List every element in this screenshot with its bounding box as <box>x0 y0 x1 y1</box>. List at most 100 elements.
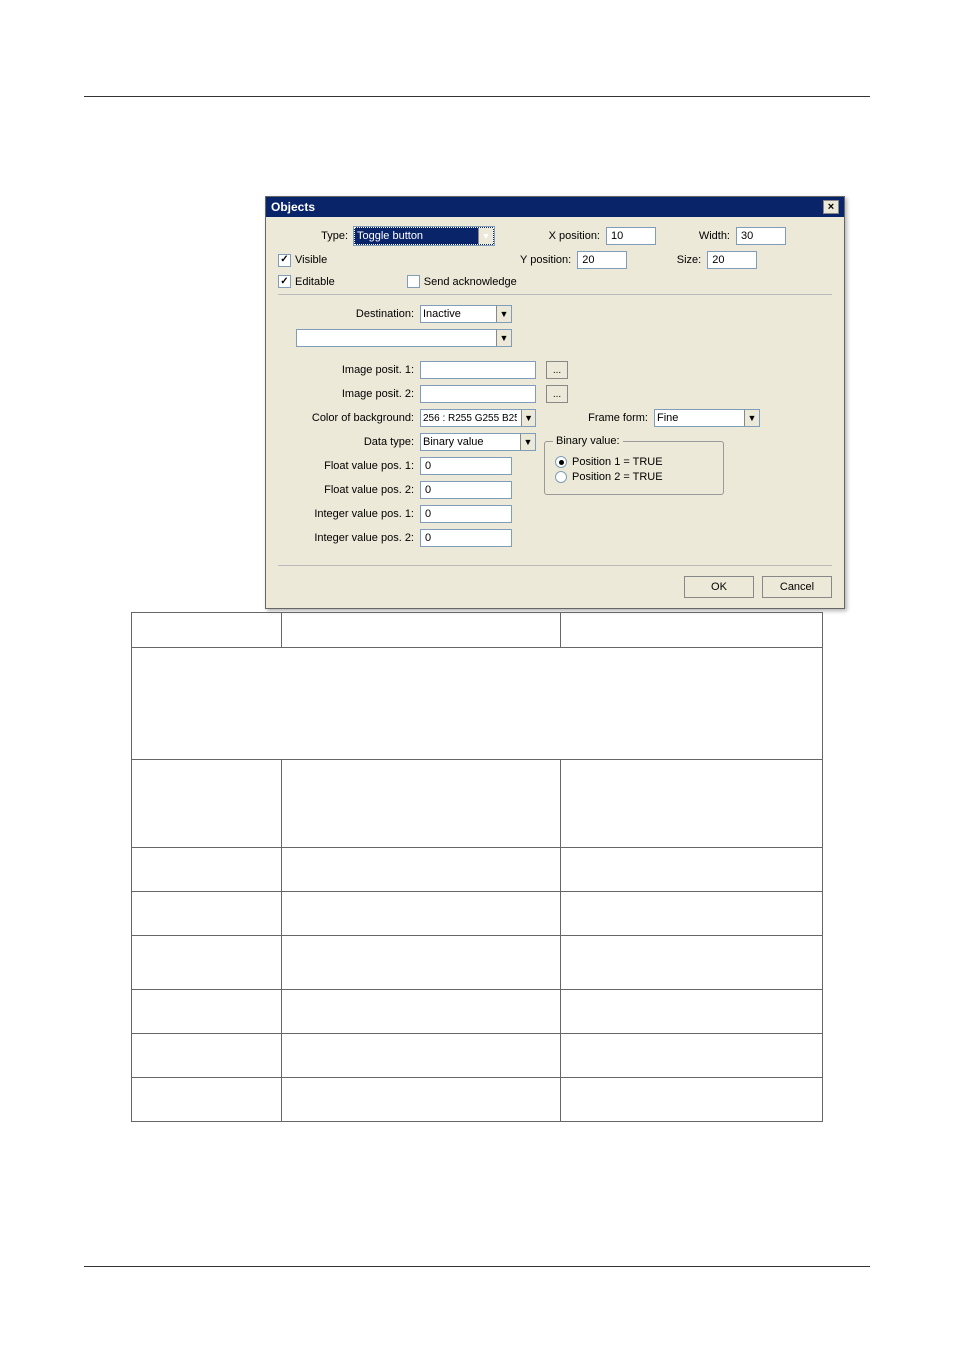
table-row <box>132 990 823 1034</box>
table-cell <box>132 1034 282 1078</box>
destination-detail-select[interactable]: ▼ <box>296 329 512 347</box>
chevron-down-icon: ▼ <box>744 410 759 426</box>
table-cell <box>561 990 823 1034</box>
binary-pos1-radio[interactable] <box>555 456 567 468</box>
size-input[interactable] <box>707 251 757 269</box>
float2-input[interactable] <box>420 481 512 499</box>
table-row <box>132 848 823 892</box>
image2-input[interactable] <box>420 385 536 403</box>
titlebar: Objects × <box>266 197 844 217</box>
table-cell <box>281 848 561 892</box>
float2-label: Float value pos. 2: <box>278 484 420 496</box>
table-cell <box>281 1034 561 1078</box>
visible-label: Visible <box>295 254 327 266</box>
table-cell <box>281 1078 561 1122</box>
bgcolor-select[interactable]: 256 : R255 G255 B255 ▼ <box>420 409 536 427</box>
size-label: Size: <box>627 254 707 266</box>
chevron-down-icon: ▼ <box>496 306 511 322</box>
datatype-value: Binary value <box>423 436 484 448</box>
image1-label: Image posit. 1: <box>278 364 420 376</box>
editable-label: Editable <box>295 276 335 288</box>
binary-group-label: Binary value: <box>553 435 623 447</box>
cancel-button[interactable]: Cancel <box>762 576 832 598</box>
close-icon[interactable]: × <box>823 200 839 214</box>
objects-dialog: Objects × Type: Toggle button ▼ X positi… <box>265 196 845 609</box>
bgcolor-value: 256 : R255 G255 B255 <box>423 413 517 424</box>
visible-checkbox[interactable] <box>278 254 291 267</box>
frameform-label: Frame form: <box>536 412 654 424</box>
int1-label: Integer value pos. 1: <box>278 508 420 520</box>
chevron-down-icon: ▼ <box>478 228 493 244</box>
editable-checkbox[interactable] <box>278 275 291 288</box>
table-cell <box>561 760 823 848</box>
table-cell <box>132 613 282 648</box>
type-select[interactable]: Toggle button ▼ <box>354 227 494 245</box>
ypos-input[interactable] <box>577 251 627 269</box>
width-label: Width: <box>656 230 736 242</box>
ok-button[interactable]: OK <box>684 576 754 598</box>
bgcolor-label: Color of background: <box>278 412 420 424</box>
xpos-input[interactable] <box>606 227 656 245</box>
type-label: Type: <box>278 230 354 242</box>
binary-opt2-label: Position 2 = TRUE <box>572 471 663 483</box>
ypos-label: Y position: <box>507 254 577 266</box>
table-cell <box>561 1078 823 1122</box>
table-cell <box>281 936 561 990</box>
table-row <box>132 936 823 990</box>
table-row <box>132 892 823 936</box>
datatype-select[interactable]: Binary value ▼ <box>420 433 536 451</box>
destination-value: Inactive <box>423 308 461 320</box>
frameform-select[interactable]: Fine ▼ <box>654 409 760 427</box>
int2-label: Integer value pos. 2: <box>278 532 420 544</box>
chevron-down-icon: ▼ <box>520 434 535 450</box>
footer-rule <box>84 1266 870 1267</box>
separator <box>278 294 832 295</box>
table-row <box>132 1078 823 1122</box>
int2-input[interactable] <box>420 529 512 547</box>
table-cell <box>132 848 282 892</box>
datatype-label: Data type: <box>278 436 420 448</box>
table-cell <box>281 990 561 1034</box>
table-cell <box>132 892 282 936</box>
sendack-checkbox[interactable] <box>407 275 420 288</box>
image1-input[interactable] <box>420 361 536 379</box>
binary-opt1-label: Position 1 = TRUE <box>572 456 663 468</box>
table-cell <box>561 613 823 648</box>
float1-label: Float value pos. 1: <box>278 460 420 472</box>
table-cell <box>281 760 561 848</box>
binary-pos2-radio[interactable] <box>555 471 567 483</box>
table-cell <box>132 990 282 1034</box>
table-cell <box>132 1078 282 1122</box>
table-row <box>132 1034 823 1078</box>
dialog-title: Objects <box>271 200 315 214</box>
width-input[interactable] <box>736 227 786 245</box>
image2-browse-button[interactable]: ... <box>546 385 568 403</box>
float1-input[interactable] <box>420 457 512 475</box>
table-cell <box>561 892 823 936</box>
table-cell <box>561 848 823 892</box>
table-cell <box>281 892 561 936</box>
type-value: Toggle button <box>357 230 423 242</box>
table-row <box>132 648 823 760</box>
chevron-down-icon: ▼ <box>496 330 511 346</box>
doc-table <box>131 612 823 1122</box>
chevron-down-icon: ▼ <box>521 410 535 426</box>
image1-browse-button[interactable]: ... <box>546 361 568 379</box>
table-row <box>132 613 823 648</box>
destination-label: Destination: <box>278 308 420 320</box>
int1-input[interactable] <box>420 505 512 523</box>
table-cell <box>561 1034 823 1078</box>
frameform-value: Fine <box>657 412 678 424</box>
sendack-label: Send acknowledge <box>424 276 517 288</box>
table-row <box>132 760 823 848</box>
table-cell-span <box>132 648 823 760</box>
header-rule <box>84 96 870 97</box>
table-cell <box>132 936 282 990</box>
binary-value-group: Binary value: Position 1 = TRUE Position… <box>544 441 724 495</box>
table-cell <box>132 760 282 848</box>
table-cell <box>281 613 561 648</box>
image2-label: Image posit. 2: <box>278 388 420 400</box>
destination-select[interactable]: Inactive ▼ <box>420 305 512 323</box>
xpos-label: X position: <box>494 230 606 242</box>
table-cell <box>561 936 823 990</box>
